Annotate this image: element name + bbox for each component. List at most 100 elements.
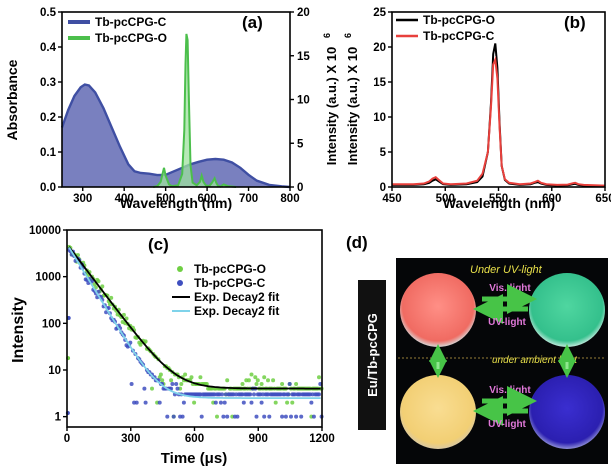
y-tick-label: 0 — [380, 182, 386, 194]
x-tick-label: 800 — [280, 193, 299, 205]
panel-a: 300 400 500 600 700 800 0.0 0.1 0.2 0.3 0.4 0.5 0 5… — [4, 7, 339, 211]
panel-c: 0 300 600 900 1200 1 10 100 1000 10000 Time (μs)… — [10, 225, 335, 467]
y-tick-label: 0.0 — [40, 182, 56, 194]
panel-b-y-ticks: 0 5 10 15 20 25 — [373, 7, 392, 194]
dish-bottom-left — [400, 375, 476, 449]
data-point-Tb-pcCPG-O — [240, 382, 245, 386]
y-tick-label: 10 — [373, 112, 386, 124]
data-point-Tb-pcCPG-O — [249, 372, 254, 377]
dish-top-right — [529, 273, 605, 347]
y-right-tick-label: 5 — [297, 138, 304, 150]
data-point-Tb-pcCPG-C — [259, 400, 264, 405]
x-tick-label: 650 — [595, 193, 611, 205]
data-point-Tb-pcCPG-C — [199, 414, 204, 419]
x-tick-label: 300 — [121, 433, 140, 445]
data-point-Tb-pcCPG-O — [96, 279, 101, 284]
x-tick-label: 1200 — [309, 433, 335, 445]
data-point-Tb-pcCPG-O — [262, 375, 267, 380]
data-point-Tb-pcCPG-O — [317, 375, 321, 380]
panel-c-plot — [65, 244, 324, 419]
data-point-Tb-pcCPG-C — [289, 414, 293, 419]
y-tick-label: 0.1 — [40, 147, 57, 159]
panel-a-y-axis-label: Absorbance — [4, 59, 20, 140]
data-point-Tb-pcCPG-C — [220, 392, 225, 397]
legend-label: Exp. Decay2 fit — [194, 290, 279, 304]
data-point-Tb-pcCPG-O — [253, 375, 258, 380]
panel-b-legend: Tb-pcCPG-O Tb-pcCPG-C — [396, 13, 495, 43]
x-tick-label: 0 — [64, 433, 70, 445]
panel-b-plot — [392, 43, 606, 188]
panel-c-y-axis-label: Intensity — [10, 297, 27, 363]
y-right-tick-label: 10 — [297, 95, 310, 107]
data-point-Tb-pcCPG-C — [254, 414, 259, 419]
y-tick-label: 0.5 — [40, 7, 57, 19]
data-point-Tb-pcCPG-C — [283, 414, 288, 419]
y-right-tick-label: 15 — [297, 51, 310, 63]
data-point-Tb-pcCPG-O — [255, 378, 260, 383]
data-point-Tb-pcCPG-C — [248, 392, 253, 397]
x-tick-label: 500 — [436, 193, 455, 205]
panel-d-label: (d) — [346, 233, 368, 252]
data-point-Tb-pcCPG-C — [134, 400, 139, 405]
data-point-Tb-pcCPG-O — [254, 382, 259, 386]
data-point-Tb-pcCPG-O — [215, 414, 219, 419]
y-tick-label: 1 — [55, 412, 62, 424]
legend-label: Tb-pcCPG-C — [423, 29, 495, 43]
data-point-Tb-pcCPG-C — [174, 382, 179, 386]
data-point-Tb-pcCPG-C — [157, 400, 162, 405]
panel-c-x-axis-label: Time (μs) — [161, 450, 227, 467]
legend-label: Tb-pcCPG-O — [194, 262, 266, 276]
data-point-Tb-pcCPG-C — [294, 414, 299, 419]
data-point-Tb-pcCPG-O — [143, 339, 148, 344]
data-point-Tb-pcCPG-O — [160, 378, 165, 383]
panel-c-y-ticks: 1 10 100 1000 10000 — [29, 225, 67, 424]
y-tick-label: 1000 — [35, 272, 61, 284]
data-point-Tb-pcCPG-C — [280, 414, 285, 419]
data-point-Tb-pcCPG-O — [246, 378, 251, 383]
y-right-tick-label: 20 — [297, 7, 310, 19]
data-point-Tb-pcCPG-O — [121, 312, 126, 317]
data-point-Tb-pcCPG-C — [213, 400, 218, 405]
series-area-Tb-pcCPG-C — [62, 84, 290, 187]
data-point-Tb-pcCPG-O — [285, 400, 290, 405]
data-point-Tb-pcCPG-C — [170, 382, 175, 386]
panel-a-y-right-ticks: 0 5 10 15 20 — [290, 7, 310, 194]
x-tick-label: 600 — [185, 433, 204, 445]
data-point-Tb-pcCPG-C — [143, 400, 148, 405]
data-point-Tb-pcCPG-C — [317, 392, 321, 397]
panel-a-x-ticks: 300 400 500 600 700 800 — [73, 187, 300, 205]
data-point-Tb-pcCPG-O — [271, 378, 276, 383]
panel-b-y-label-text: Intensity (a.u.) X 10 — [345, 47, 360, 165]
data-point-Tb-pcCPG-C — [235, 414, 240, 419]
y-tick-label: 0.3 — [40, 77, 56, 89]
y-tick-label: 10000 — [29, 225, 61, 237]
panel-a-y-right-label-exp: 6 — [322, 33, 332, 38]
y-tick-label: 0.2 — [40, 112, 56, 124]
arrow-label-vis-top: Vis. light — [489, 283, 531, 294]
x-tick-label: 600 — [197, 193, 216, 205]
panel-a-plot — [60, 33, 291, 189]
data-point-Tb-pcCPG-C — [142, 386, 147, 391]
panel-a-label: (a) — [242, 13, 263, 32]
x-tick-label: 500 — [156, 193, 175, 205]
panel-a-x-axis-label: Wavelength (nm) — [120, 195, 232, 211]
data-point-Tb-pcCPG-C — [241, 400, 246, 405]
data-point-Tb-pcCPG-C — [171, 414, 176, 419]
data-point-Tb-pcCPG-O — [183, 372, 188, 377]
data-point-Tb-pcCPG-O — [189, 375, 194, 380]
data-point-Tb-pcCPG-C — [181, 400, 186, 405]
legend-swatch — [177, 266, 183, 272]
data-point-Tb-pcCPG-C — [129, 382, 134, 386]
data-point-Tb-pcCPG-O — [169, 378, 174, 383]
caption-under-ambient: under ambient light — [492, 355, 578, 366]
data-point-Tb-pcCPG-C — [252, 392, 256, 397]
data-point-Tb-pcCPG-C — [309, 400, 314, 405]
data-point-Tb-pcCPG-C — [225, 414, 230, 419]
data-point-Tb-pcCPG-O — [109, 295, 114, 300]
panel-d: (d) Eu/Tb-pcCPG Under UV-light under amb… — [346, 233, 608, 464]
x-tick-label: 450 — [382, 193, 401, 205]
data-point-Tb-pcCPG-O — [198, 375, 203, 380]
y-tick-label: 20 — [373, 42, 386, 54]
legend-label: Exp. Decay2 fit — [194, 304, 279, 318]
